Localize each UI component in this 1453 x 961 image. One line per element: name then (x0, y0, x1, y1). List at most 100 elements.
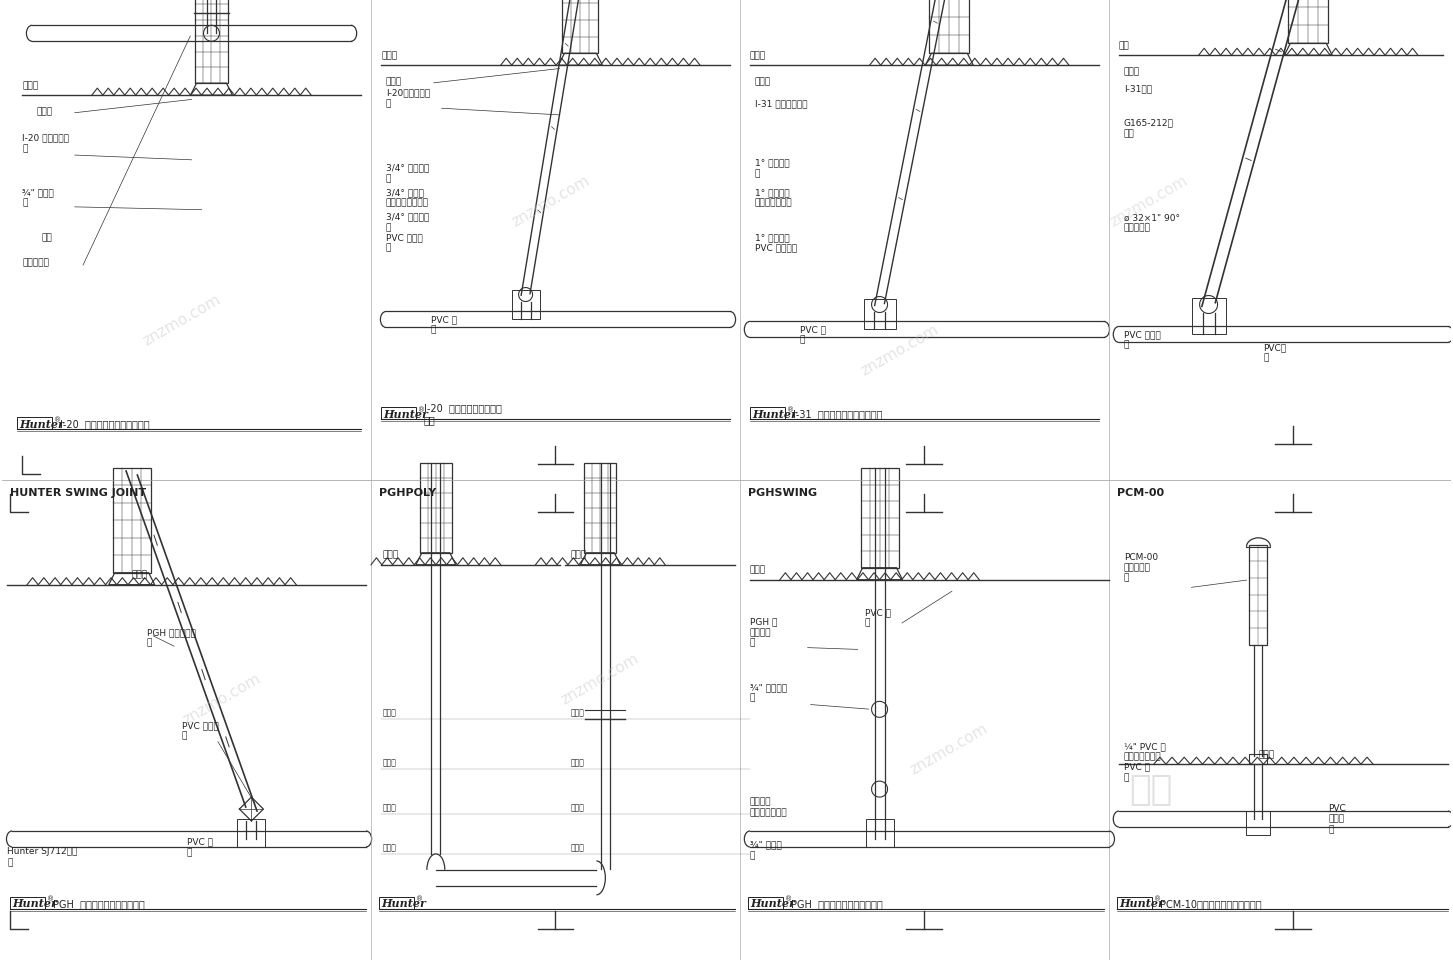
Text: Hunter: Hunter (19, 418, 64, 430)
Bar (863, 299, 895, 330)
Text: 地平面: 地平面 (1258, 750, 1274, 758)
Text: PGH 齿
轮驱动喷
头: PGH 齿 轮驱动喷 头 (750, 617, 777, 647)
Text: PCM-10齿轮驱动喷头安装示意图: PCM-10齿轮驱动喷头安装示意图 (1159, 898, 1261, 908)
Text: I-20齿轮驱动喷
头: I-20齿轮驱动喷 头 (386, 88, 430, 108)
Text: ø 32×1" 90°
内螺纹弯头: ø 32×1" 90° 内螺纹弯头 (1123, 213, 1180, 233)
Text: Hunter: Hunter (384, 408, 427, 419)
Text: PGHSWING: PGHSWING (748, 487, 817, 498)
Bar (860, 469, 898, 568)
Text: ®: ® (416, 896, 423, 901)
Bar (17, 418, 52, 430)
Bar (562, 0, 599, 54)
Text: 底座: 底座 (42, 234, 52, 242)
Text: PVC 变径三
通: PVC 变径三 通 (1123, 330, 1161, 349)
Bar (748, 897, 783, 909)
Text: Hunter: Hunter (12, 898, 57, 908)
Bar (511, 290, 539, 320)
Text: PVC支
管: PVC支 管 (1264, 342, 1286, 362)
Text: 地平面: 地平面 (571, 757, 584, 766)
Text: PVC 异径三
通: PVC 异径三 通 (182, 720, 218, 739)
Bar (1250, 545, 1267, 645)
Text: PVC 支
管: PVC 支 管 (799, 325, 825, 344)
Text: ®: ® (788, 407, 793, 413)
Text: PVC 支
管: PVC 支 管 (186, 837, 212, 856)
Text: I-20 齿轮驱动喷
头: I-20 齿轮驱动喷 头 (22, 134, 70, 153)
Bar (584, 463, 616, 554)
Text: 地平面: 地平面 (571, 802, 584, 811)
Bar (1250, 754, 1267, 764)
Text: PCM-00: PCM-00 (1117, 487, 1164, 498)
Text: ®: ® (418, 407, 426, 413)
Text: ®: ® (1154, 896, 1161, 901)
Text: 地平面: 地平面 (571, 842, 584, 851)
Text: 知末: 知末 (1129, 773, 1173, 806)
Text: 地平面: 地平面 (384, 757, 397, 766)
Bar (379, 897, 414, 909)
Text: 3/4° 螺纹接
（管型根据需要）: 3/4° 螺纹接 （管型根据需要） (386, 188, 429, 208)
Text: ¾" 内外接
头: ¾" 内外接 头 (750, 840, 782, 859)
Text: 橡胶盖: 橡胶盖 (386, 77, 402, 86)
Bar (1191, 298, 1225, 335)
Text: 聚乙烯支管: 聚乙烯支管 (22, 259, 49, 267)
Text: 螺纹接管
（长度按需要）: 螺纹接管 （长度按需要） (750, 797, 788, 816)
Text: Hunter: Hunter (750, 898, 795, 908)
Text: 1° 螺纹接管
（长度接需要）: 1° 螺纹接管 （长度接需要） (756, 188, 792, 208)
Text: 3/4° 内外接弯
头: 3/4° 内外接弯 头 (386, 163, 429, 183)
Text: PGH  齿轮驱动喷头安装示意图: PGH 齿轮驱动喷头安装示意图 (790, 898, 882, 908)
Text: Hunter SJ712千秋
装: Hunter SJ712千秋 装 (7, 847, 77, 866)
Text: PVC
异径三
通: PVC 异径三 通 (1328, 803, 1345, 833)
Text: 橡胶盖: 橡胶盖 (36, 107, 54, 116)
Text: PGH 齿轮驱动喷
头: PGH 齿轮驱动喷 头 (147, 628, 196, 647)
Text: 地面: 地面 (1119, 41, 1129, 50)
Text: 地平面: 地平面 (571, 707, 584, 717)
Text: PGH  齿轮驱动喷头安装示意图: PGH 齿轮驱动喷头安装示意图 (52, 898, 145, 908)
Text: znzmo.com: znzmo.com (139, 292, 224, 349)
Text: PVC 支
管: PVC 支 管 (865, 607, 891, 627)
Text: 地平面: 地平面 (571, 551, 587, 559)
Text: 地平面: 地平面 (384, 707, 397, 717)
Text: Hunter: Hunter (1119, 898, 1164, 908)
Bar (237, 819, 266, 847)
Bar (866, 819, 894, 847)
Text: 地平面: 地平面 (22, 81, 38, 90)
Text: PCM-00
齿轮驱动喷
头: PCM-00 齿轮驱动喷 头 (1123, 553, 1158, 582)
Bar (1117, 897, 1152, 909)
Bar (750, 407, 785, 420)
Text: PGHPOLY: PGHPOLY (379, 487, 436, 498)
Text: 地平面: 地平面 (750, 51, 766, 61)
Text: G165-212千
绿架: G165-212千 绿架 (1123, 118, 1174, 137)
Text: znzmo.com: znzmo.com (559, 651, 642, 707)
Text: I-31喷头: I-31喷头 (1123, 84, 1152, 93)
Text: 橡胶盖: 橡胶盖 (756, 77, 772, 86)
Text: I-20  齿轮驱动喷头安装示意图: I-20 齿轮驱动喷头安装示意图 (60, 419, 150, 429)
Text: znzmo.com: znzmo.com (509, 172, 591, 229)
Bar (195, 0, 228, 84)
Text: ¾" 螺纹立
管: ¾" 螺纹立 管 (22, 188, 54, 208)
Text: 地平面: 地平面 (750, 565, 766, 574)
Text: 3/4° 内外接弯
头
PVC 异径三
通: 3/4° 内外接弯 头 PVC 异径三 通 (386, 212, 429, 253)
Text: 橡胶盖: 橡胶盖 (1123, 67, 1141, 76)
Text: 地平面: 地平面 (384, 842, 397, 851)
Text: PVC 支
管: PVC 支 管 (432, 314, 456, 334)
Text: 地平面: 地平面 (132, 570, 148, 579)
Text: 1° 内外接弯
PVC 异径三通: 1° 内外接弯 PVC 异径三通 (756, 233, 798, 253)
Text: 地平面: 地平面 (384, 802, 397, 811)
Bar (10, 897, 45, 909)
Text: Hunter: Hunter (751, 408, 796, 419)
Text: 地平面: 地平面 (384, 551, 400, 559)
Text: 地平面: 地平面 (381, 51, 397, 61)
Bar (381, 407, 416, 420)
Bar (1289, 0, 1328, 44)
Text: ®: ® (785, 896, 792, 901)
Text: I-31  齿轮驱动喷头安装示意图: I-31 齿轮驱动喷头安装示意图 (793, 408, 882, 419)
Text: HUNTER SWING JOINT: HUNTER SWING JOINT (10, 487, 147, 498)
Bar (113, 469, 151, 573)
Text: I-31 齿轮驱动喷头: I-31 齿轮驱动喷头 (756, 99, 808, 108)
Text: znzmo.com: znzmo.com (180, 671, 263, 727)
Bar (420, 463, 452, 554)
Text: znzmo.com: znzmo.com (908, 720, 991, 776)
Text: znzmo.com: znzmo.com (857, 322, 942, 379)
Bar (1247, 811, 1270, 835)
Text: ®: ® (54, 417, 61, 423)
Bar (930, 0, 969, 54)
